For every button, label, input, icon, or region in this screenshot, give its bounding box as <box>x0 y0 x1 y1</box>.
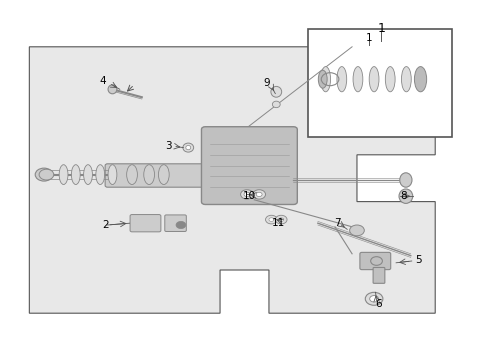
Ellipse shape <box>158 165 169 185</box>
Ellipse shape <box>414 67 426 92</box>
Ellipse shape <box>270 86 281 97</box>
Ellipse shape <box>126 165 137 185</box>
Ellipse shape <box>108 85 117 94</box>
FancyBboxPatch shape <box>372 267 384 283</box>
Text: 3: 3 <box>165 141 172 151</box>
Circle shape <box>369 296 378 302</box>
Circle shape <box>39 169 54 180</box>
Circle shape <box>265 215 277 224</box>
Circle shape <box>268 218 273 221</box>
Ellipse shape <box>318 70 326 88</box>
Ellipse shape <box>399 173 411 187</box>
Text: 6: 6 <box>375 299 382 309</box>
Text: 9: 9 <box>263 78 269 88</box>
Text: 1: 1 <box>377 22 385 35</box>
FancyBboxPatch shape <box>130 215 161 232</box>
Text: 7: 7 <box>333 218 340 228</box>
Ellipse shape <box>320 67 330 92</box>
Ellipse shape <box>59 165 68 185</box>
FancyBboxPatch shape <box>201 127 297 204</box>
Ellipse shape <box>71 165 80 185</box>
Polygon shape <box>29 47 434 313</box>
Ellipse shape <box>272 101 280 108</box>
Ellipse shape <box>96 165 104 185</box>
Ellipse shape <box>385 67 394 92</box>
FancyBboxPatch shape <box>359 252 390 270</box>
Circle shape <box>349 225 364 236</box>
Ellipse shape <box>185 145 190 150</box>
Circle shape <box>256 192 262 197</box>
Text: 10: 10 <box>243 191 255 201</box>
Circle shape <box>240 190 253 199</box>
Ellipse shape <box>398 189 412 203</box>
Text: 1: 1 <box>365 33 372 43</box>
FancyBboxPatch shape <box>105 164 295 187</box>
Ellipse shape <box>336 67 346 92</box>
Circle shape <box>244 192 249 197</box>
Circle shape <box>278 218 283 221</box>
Ellipse shape <box>108 165 117 185</box>
Text: 2: 2 <box>102 220 108 230</box>
Text: 11: 11 <box>271 218 285 228</box>
Ellipse shape <box>83 165 92 185</box>
Ellipse shape <box>352 67 362 92</box>
FancyBboxPatch shape <box>307 29 451 137</box>
Circle shape <box>176 221 185 229</box>
Circle shape <box>252 190 265 199</box>
Circle shape <box>365 292 382 305</box>
Text: 5: 5 <box>414 255 421 265</box>
Circle shape <box>275 215 286 224</box>
Ellipse shape <box>143 165 154 185</box>
Text: 8: 8 <box>399 191 406 201</box>
Ellipse shape <box>401 67 410 92</box>
Circle shape <box>35 168 53 181</box>
FancyBboxPatch shape <box>164 215 186 231</box>
Ellipse shape <box>183 143 193 152</box>
Ellipse shape <box>368 67 378 92</box>
Text: 4: 4 <box>99 76 106 86</box>
